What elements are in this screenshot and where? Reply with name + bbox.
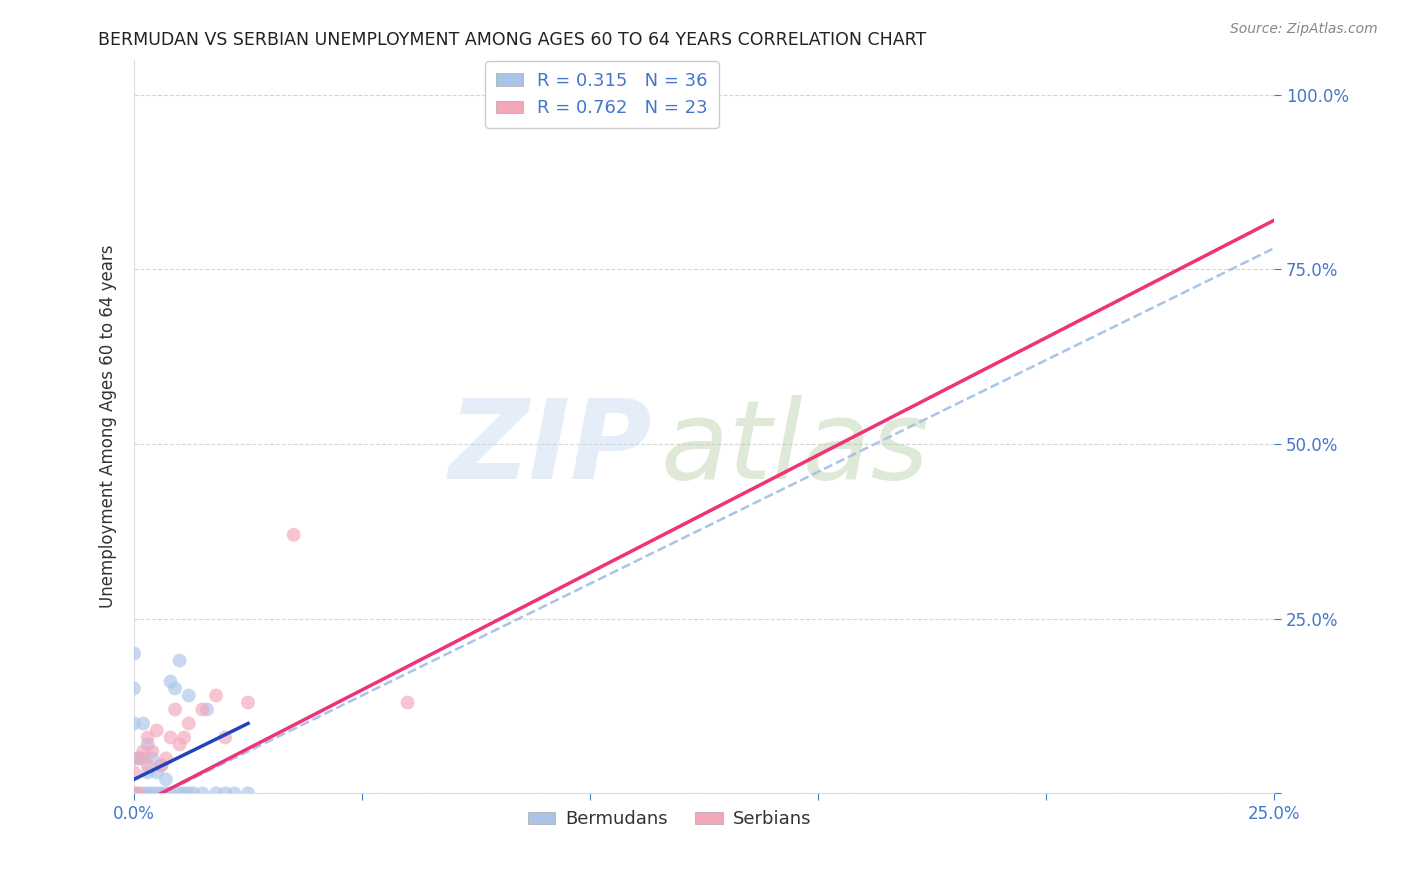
Point <box>165 702 187 716</box>
Point <box>177 689 200 703</box>
Point <box>146 765 169 780</box>
Point <box>128 786 150 800</box>
Point <box>136 731 159 745</box>
Point <box>155 751 177 765</box>
Point <box>173 731 195 745</box>
Point <box>136 786 159 800</box>
Point <box>132 751 155 765</box>
Point <box>169 654 191 668</box>
Point <box>236 786 259 800</box>
Point <box>122 786 145 800</box>
Point <box>146 786 169 800</box>
Point <box>159 731 181 745</box>
Point <box>122 716 145 731</box>
Point <box>141 744 163 758</box>
Point <box>132 786 155 800</box>
Point <box>159 674 181 689</box>
Point <box>159 786 181 800</box>
Point <box>191 786 214 800</box>
Point <box>150 786 173 800</box>
Point <box>214 731 236 745</box>
Point <box>141 786 163 800</box>
Text: atlas: atlas <box>661 395 929 502</box>
Point <box>396 696 419 710</box>
Point <box>177 786 200 800</box>
Point <box>165 681 187 696</box>
Point <box>177 716 200 731</box>
Point <box>128 786 150 800</box>
Point <box>136 758 159 772</box>
Point <box>122 765 145 780</box>
Point <box>224 786 246 800</box>
Point <box>169 786 191 800</box>
Point <box>205 786 228 800</box>
Text: Source: ZipAtlas.com: Source: ZipAtlas.com <box>1230 22 1378 37</box>
Y-axis label: Unemployment Among Ages 60 to 64 years: Unemployment Among Ages 60 to 64 years <box>100 244 117 608</box>
Point <box>205 689 228 703</box>
Point <box>128 751 150 765</box>
Point <box>533 87 555 102</box>
Point <box>132 716 155 731</box>
Point <box>173 786 195 800</box>
Point <box>122 681 145 696</box>
Point <box>169 738 191 752</box>
Point <box>122 751 145 765</box>
Point <box>283 528 305 542</box>
Point <box>150 758 173 772</box>
Point <box>136 738 159 752</box>
Point <box>136 765 159 780</box>
Point <box>181 786 204 800</box>
Point <box>132 744 155 758</box>
Point <box>122 786 145 800</box>
Point <box>155 772 177 787</box>
Point <box>195 702 218 716</box>
Text: ZIP: ZIP <box>450 395 652 502</box>
Point <box>146 723 169 738</box>
Point <box>155 786 177 800</box>
Point <box>214 786 236 800</box>
Point <box>128 751 150 765</box>
Point <box>191 702 214 716</box>
Text: BERMUDAN VS SERBIAN UNEMPLOYMENT AMONG AGES 60 TO 64 YEARS CORRELATION CHART: BERMUDAN VS SERBIAN UNEMPLOYMENT AMONG A… <box>98 31 927 49</box>
Point <box>122 647 145 661</box>
Point <box>141 751 163 765</box>
Point <box>150 758 173 772</box>
Legend: Bermudans, Serbians: Bermudans, Serbians <box>520 803 820 836</box>
Point <box>236 696 259 710</box>
